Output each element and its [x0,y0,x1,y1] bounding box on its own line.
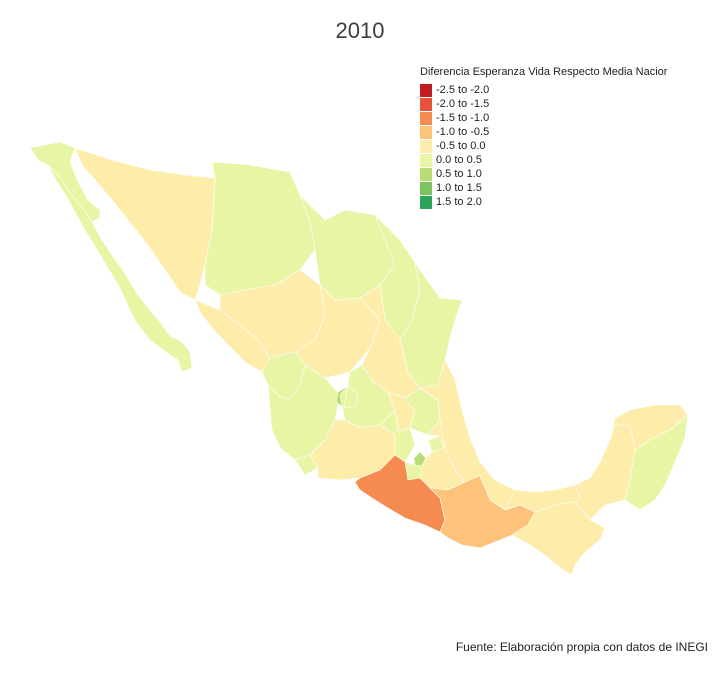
legend-swatch [420,167,432,181]
legend-item: -2.0 to -1.5 [420,97,667,111]
map-title: 2010 [335,18,385,43]
region-jalisco[interactable] [267,364,341,461]
legend-swatch [420,153,432,167]
legend-label: -1.5 to -1.0 [436,112,490,124]
legend-label: 1.5 to 2.0 [436,196,482,208]
region-sonora[interactable] [74,147,216,301]
legend-item: 0.5 to 1.0 [420,167,667,181]
map-legend: Diferencia Esperanza Vida Respecto Media… [420,66,667,209]
legend-item: -0.5 to 0.0 [420,139,667,153]
legend-label: -2.0 to -1.5 [436,98,490,110]
legend-label: 1.0 to 1.5 [436,182,482,194]
legend-swatch [420,83,432,97]
region-quintana-roo[interactable] [624,414,689,511]
legend-title: Diferencia Esperanza Vida Respecto Media… [420,66,668,78]
legend-item: 0.0 to 0.5 [420,153,667,167]
legend-swatch [420,111,432,125]
region-campeche[interactable] [574,424,636,521]
legend-items: -2.5 to -2.0 -2.0 to -1.5 -1.5 to -1.0 -1.0… [420,83,667,209]
legend-swatch [420,97,432,111]
legend-swatch [420,125,432,139]
legend-item: -2.5 to -2.0 [420,83,667,97]
region-zacatecas[interactable] [294,284,381,379]
legend-label: 0.0 to 0.5 [436,154,482,166]
legend-item: 1.0 to 1.5 [420,181,667,195]
region-baja-california-sur[interactable] [47,164,193,373]
legend-label: -2.5 to -2.0 [436,84,490,96]
legend-item: -1.0 to -0.5 [420,125,667,139]
legend-swatch [420,181,432,195]
legend-label: -0.5 to 0.0 [436,140,486,152]
legend-swatch [420,195,432,209]
legend-item: 1.5 to 2.0 [420,195,667,209]
legend-label: -1.0 to -0.5 [436,126,490,138]
legend-item: -1.5 to -1.0 [420,111,667,125]
region-estado-de-mexico[interactable] [379,409,416,463]
legend-swatch [420,139,432,153]
legend-label: 0.5 to 1.0 [436,168,482,180]
source-caption: Fuente: Elaboración propia con datos de … [455,640,708,654]
